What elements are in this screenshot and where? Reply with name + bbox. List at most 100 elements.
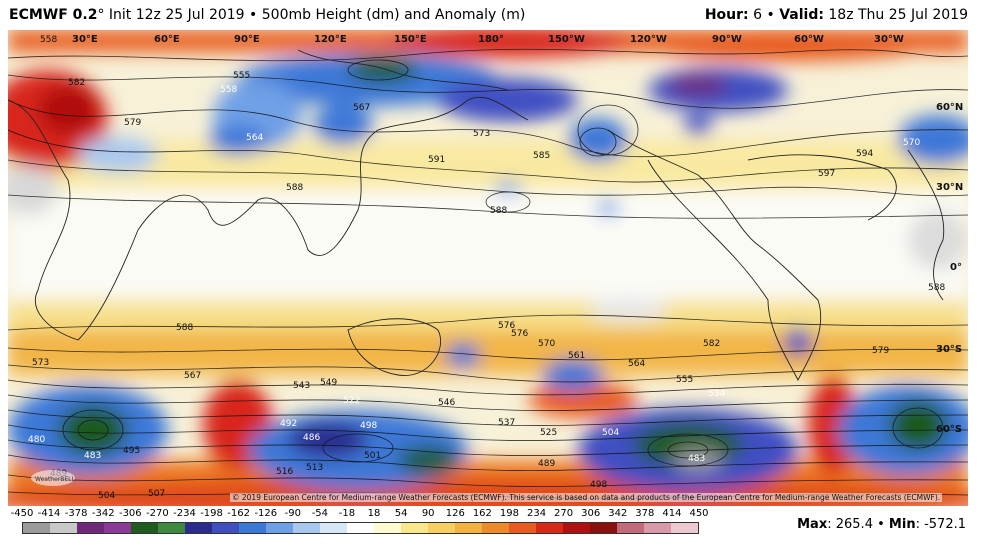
legend-swatch [482, 523, 509, 533]
legend-swatch [158, 523, 185, 533]
lat-label: 30°S [936, 344, 962, 355]
legend-swatch [77, 523, 104, 533]
legend-tick-label: 378 [635, 508, 655, 519]
height-contours [8, 48, 968, 499]
contour-label: 522 [343, 396, 360, 406]
legend-bar [22, 522, 699, 534]
map-svg: 30°E 60°E 90°E 120°E 150°E 180° 150°W 12… [8, 30, 968, 506]
lon-label: 30°E [72, 34, 98, 45]
contour-label: 495 [123, 446, 140, 456]
contour-label: 498 [360, 421, 377, 431]
contour-label: 543 [293, 381, 310, 391]
contour-label: 483 [688, 454, 705, 464]
contour-label: 567 [184, 371, 201, 381]
legend-tick-label: -234 [173, 508, 196, 519]
weatherbell-logo: WeatherBELL [31, 470, 76, 486]
legend-tick-label: -306 [118, 508, 142, 519]
legend-swatch [293, 523, 320, 533]
product-name: 500mb Height (dm) and Anomaly (m) [261, 7, 526, 23]
legend-tick-label: 450 [689, 508, 709, 519]
separator: • [766, 7, 775, 23]
lon-label: 150°W [548, 34, 585, 45]
legend-swatch [644, 523, 671, 533]
min-label: Min [888, 517, 916, 532]
contour-label: 582 [703, 339, 720, 349]
legend-tick-label: -450 [10, 508, 34, 519]
lon-label: 120°W [630, 34, 667, 45]
legend-swatch [212, 523, 239, 533]
contour-label: 576 [498, 321, 515, 331]
latitude-labels: 60°N 30°N 0° 30°S 60°S [936, 102, 963, 435]
legend-swatch [374, 523, 401, 533]
legend-swatch [401, 523, 428, 533]
separator: • [249, 7, 258, 23]
min-value: : -572.1 [915, 517, 966, 532]
contour-label: 513 [306, 463, 323, 473]
contour-label: 555 [233, 71, 250, 81]
contour-label: 546 [438, 398, 455, 408]
anomaly-field [8, 30, 968, 506]
lon-label: 90°W [712, 34, 742, 45]
logo-text: WeatherBELL [35, 476, 76, 483]
contour-label: 480 [28, 435, 45, 445]
lon-label: 180° [478, 34, 504, 45]
legend-tick-label: 342 [608, 508, 628, 519]
contour-label: 564 [246, 133, 263, 143]
legend-ticks: -450 -414 -378 -342 -306 -270 -234 -198 -162 -126… [8, 508, 709, 522]
legend-tick-label: 54 [394, 508, 408, 519]
contour-label: 588 [490, 206, 507, 216]
contour-label: 588 [928, 283, 945, 293]
contour-label: 573 [473, 129, 490, 139]
contour-label: 486 [303, 433, 320, 443]
legend-tick-label: -378 [64, 508, 88, 519]
legend-tick-label: -342 [91, 508, 115, 519]
degree-symbol: ° [97, 7, 105, 23]
legend-swatch [536, 523, 563, 533]
contour-label: 564 [628, 359, 645, 369]
lat-label: 30°N [936, 182, 963, 193]
contour-label: 489 [538, 459, 555, 469]
contour-label: 516 [276, 467, 293, 477]
contour-label: 570 [903, 138, 920, 148]
legend-tick-label: 198 [499, 508, 519, 519]
contour-label: 591 [428, 155, 445, 165]
lon-label: 30°W [874, 34, 904, 45]
legend-tick-label: -162 [227, 508, 250, 519]
init-time: Init 12z 25 Jul 2019 [108, 7, 245, 23]
contour-label: 549 [320, 378, 337, 388]
lat-label: 0° [950, 262, 962, 273]
legend-swatch [131, 523, 158, 533]
lon-label: 60°E [154, 34, 180, 45]
contour-label: 498 [590, 480, 607, 490]
legend-tick-label: -198 [200, 508, 223, 519]
contour-label: 570 [538, 339, 555, 349]
legend-swatch [617, 523, 644, 533]
contour-label: 579 [124, 118, 141, 128]
lon-label: 90°E [234, 34, 260, 45]
legend-swatch [23, 523, 50, 533]
contour-label: 588 [286, 183, 303, 193]
contour-label: 555 [676, 375, 693, 385]
hour-value: 6 [753, 7, 763, 23]
contour-label: 558 [220, 85, 237, 95]
title: ECMWF 0.2° Init 12z 25 Jul 2019 • 500mb … [9, 7, 525, 23]
legend-swatch [509, 523, 536, 533]
legend-tick-label: 126 [445, 508, 465, 519]
contour-labels: 558 582 579 555 558 564 567 573 585 591 … [28, 35, 945, 501]
legend-tick-label: -414 [37, 508, 61, 519]
contour-label: 597 [818, 169, 835, 179]
contour-label: 501 [364, 451, 381, 461]
copyright-credit: © 2019 European Centre for Medium-range … [230, 493, 943, 502]
contour-label: 579 [872, 346, 889, 356]
contour-label: 534 [708, 389, 725, 399]
valid-label: Valid: [779, 7, 824, 23]
longitude-labels: 30°E 60°E 90°E 120°E 150°E 180° 150°W 12… [72, 34, 904, 45]
max-min-stats: Max: 265.4 • Min: -572.1 [797, 517, 966, 532]
anomaly-map: 30°E 60°E 90°E 120°E 150°E 180° 150°W 12… [8, 30, 968, 506]
contour-label: 504 [98, 491, 115, 501]
legend-tick-label: 414 [662, 508, 682, 519]
legend-tick-label: -270 [146, 508, 169, 519]
legend-swatch [104, 523, 131, 533]
contour-label: 567 [353, 103, 370, 113]
legend-tick-label: 234 [526, 508, 547, 519]
